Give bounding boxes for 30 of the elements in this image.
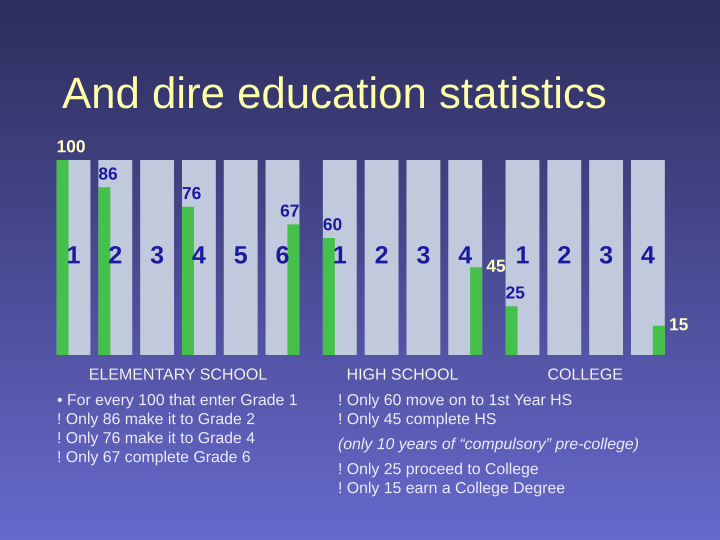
text: ! Only 15 earn a College Degree: [339, 482, 564, 496]
text: ! Only 76 make it to Grade 4: [58, 432, 255, 446]
x-axis-title: COLLEGE: [548, 368, 622, 380]
data-label: 60: [324, 218, 342, 230]
x-tick-label: 5: [234, 246, 247, 264]
data-label: 15: [670, 318, 688, 330]
x-tick-label: 1: [517, 246, 529, 264]
data-label: 76: [182, 186, 201, 200]
x-tick-label: 3: [600, 246, 612, 264]
x-tick-label: 2: [376, 246, 388, 264]
data-label: 86: [98, 167, 118, 180]
text: ! Only 86 make it to Grade 2: [58, 412, 254, 428]
data-label: 67: [280, 204, 299, 217]
x-tick-label: 4: [458, 246, 472, 264]
text: ! Only 67 complete Grade 6: [58, 450, 250, 466]
x-tick-label: 3: [417, 246, 430, 264]
data-label: 45: [486, 260, 506, 272]
text: ! Only 25 proceed to College: [339, 462, 538, 478]
chart-title: And dire education statistics: [62, 76, 606, 108]
text: ! Only 60 move on to 1st Year HS: [339, 394, 572, 408]
data-label: 25: [506, 286, 524, 299]
text: • For every 100 that enter Grade 1: [58, 394, 297, 408]
text: (only 10 years of “compulsory” pre-college): [338, 438, 638, 452]
x-axis-title: ELEMENTARY SCHOOL: [90, 368, 267, 380]
x-tick-label: 2: [558, 246, 570, 264]
data-label: 100: [58, 140, 85, 152]
text: ! Only 45 complete HS: [339, 412, 496, 428]
x-tick-label: 4: [641, 246, 655, 264]
x-axis-title: HIGH SCHOOL: [348, 368, 458, 380]
x-tick-label: 3: [150, 246, 164, 264]
